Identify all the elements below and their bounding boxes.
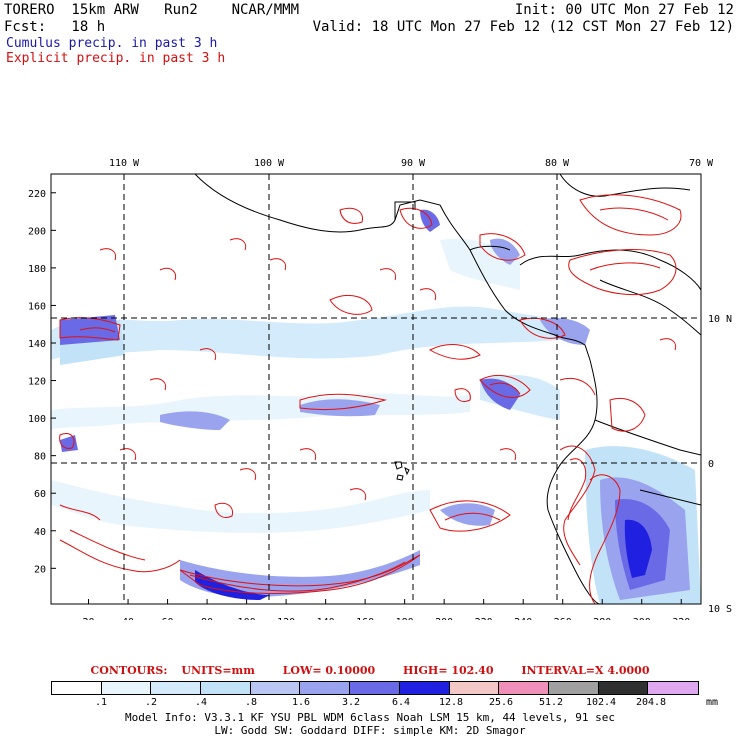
legend-swatch — [648, 682, 698, 694]
lat-label: 10 S — [708, 604, 732, 615]
legend-swatch — [250, 682, 301, 694]
lon-label: 90 W — [401, 158, 426, 169]
legend-value: 6.4 — [391, 697, 411, 708]
legend-value: 1.6 — [291, 697, 311, 708]
x-tick-label: 80 — [201, 617, 213, 620]
x-tick-label: 280 — [593, 617, 611, 620]
x-tick-label: 260 — [554, 617, 572, 620]
latitude-labels: 10 N 0 10 S — [708, 314, 732, 615]
color-legend — [51, 681, 699, 695]
legend-value: 12.8 — [438, 697, 464, 708]
lon-label: 70 W — [689, 158, 714, 169]
x-tick-label: 220 — [475, 617, 493, 620]
y-tick-label: 180 — [28, 264, 46, 275]
legend-swatch — [449, 682, 500, 694]
legend-value: 51.2 — [538, 697, 564, 708]
contour-units: UNITS=mm — [181, 664, 255, 677]
explicit-precip-contours — [59, 194, 682, 604]
legend-value: .1 — [94, 697, 108, 708]
contour-label: CONTOURS: — [90, 664, 168, 677]
model-info-line1: Model Info: V3.3.1 KF YSU PBL WDM 6class… — [124, 711, 616, 724]
lat-label: 0 — [708, 459, 714, 470]
x-axis-ticks: 20 40 60 80 100 120 140 160 180 200 220 240 260 280 30… — [83, 599, 690, 620]
lon-label: 80 W — [545, 158, 570, 169]
legend-value: 3.2 — [341, 697, 361, 708]
x-tick-label: 20 — [83, 617, 95, 620]
cumulus-precip-shading — [51, 209, 701, 604]
y-tick-label: 220 — [28, 189, 46, 200]
y-tick-label: 80 — [34, 452, 46, 463]
legend-swatch — [598, 682, 649, 694]
x-tick-label: 160 — [356, 617, 374, 620]
x-tick-label: 320 — [672, 617, 690, 620]
y-tick-label: 100 — [28, 414, 46, 425]
legend-value: .4 — [194, 697, 208, 708]
contour-interval: INTERVAL=X 4.0000 — [521, 664, 650, 677]
legend-swatch — [499, 682, 549, 694]
x-tick-label: 180 — [396, 617, 414, 620]
init-time: Init: 00 UTC Mon 27 Feb 12 — [514, 2, 734, 18]
legend-value: .2 — [144, 697, 158, 708]
x-tick-label: 100 — [238, 617, 256, 620]
lon-label: 110 W — [109, 158, 140, 169]
coastlines — [194, 174, 701, 604]
legend-swatch — [52, 682, 102, 694]
lat-label: 10 N — [708, 314, 732, 325]
lon-label: 100 W — [254, 158, 285, 169]
legend-swatch — [548, 682, 599, 694]
lat-lon-grid — [51, 174, 701, 604]
valid-time: Valid: 18 UTC Mon 27 Feb 12 (12 CST Mon … — [312, 19, 734, 35]
x-tick-label: 240 — [514, 617, 532, 620]
legend-swatch — [300, 682, 351, 694]
legend-swatch — [101, 682, 152, 694]
x-tick-label: 300 — [633, 617, 651, 620]
y-axis-ticks: 20 40 60 80 100 120 140 160 180 200 220 — [28, 189, 56, 575]
x-tick-label: 200 — [435, 617, 453, 620]
legend-swatch — [399, 682, 450, 694]
y-tick-label: 160 — [28, 301, 46, 312]
contour-low: LOW= 0.10000 — [282, 664, 376, 677]
explicit-field-label: Explicit precip. in past 3 h — [6, 51, 226, 66]
legend-value: 102.4 — [585, 697, 617, 708]
contour-high: HIGH= 102.40 — [403, 664, 494, 677]
legend-swatch — [201, 682, 251, 694]
model-title: TORERO 15km ARW Run2 NCAR/MMM — [4, 2, 300, 18]
y-tick-label: 40 — [34, 527, 46, 538]
longitude-labels: 110 W 100 W 90 W 80 W 70 W — [109, 158, 714, 169]
x-tick-label: 40 — [122, 617, 134, 620]
legend-units: mm — [706, 697, 719, 708]
y-tick-label: 140 — [28, 339, 46, 350]
precip-map: 2040608010012014016018020022024026028030… — [0, 150, 740, 620]
plot-frame — [50, 173, 702, 605]
y-tick-label: 200 — [28, 226, 46, 237]
legend-value: .8 — [244, 697, 258, 708]
legend-swatch — [350, 682, 400, 694]
contour-info: CONTOURS: UNITS=mm LOW= 0.10000 HIGH= 102… — [0, 664, 740, 677]
x-tick-label: 140 — [317, 617, 335, 620]
model-info-line2: LW: Godd SW: Goddard DIFF: simple KM: 2D… — [214, 724, 526, 737]
y-tick-label: 120 — [28, 377, 46, 388]
legend-value: 25.6 — [488, 697, 514, 708]
y-tick-label: 20 — [34, 564, 46, 575]
cumulus-field-label: Cumulus precip. in past 3 h — [6, 36, 218, 51]
legend-swatch — [151, 682, 202, 694]
y-tick-label: 60 — [34, 489, 46, 500]
legend-value: 204.8 — [635, 697, 667, 708]
x-tick-label: 60 — [162, 617, 174, 620]
forecast-hour: Fcst: 18 h — [4, 19, 106, 35]
x-tick-label: 120 — [277, 617, 295, 620]
